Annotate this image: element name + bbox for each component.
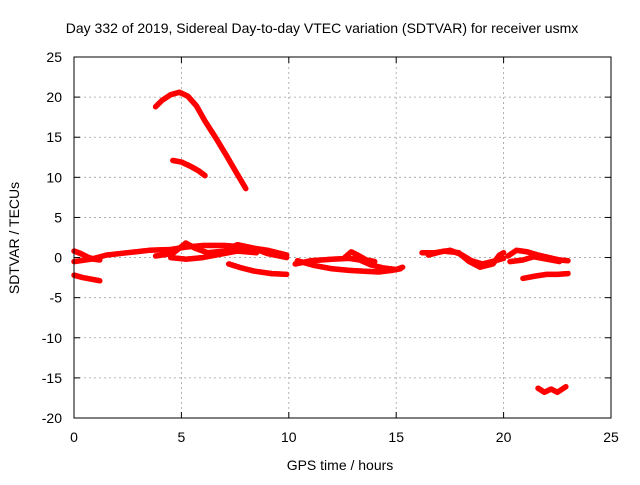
series-arc-mid-f-texture — [296, 258, 403, 273]
y-tick-label: 25 — [46, 49, 62, 65]
x-tick-label: 10 — [281, 429, 297, 445]
chart-title: Day 332 of 2019, Sidereal Day-to-day VTE… — [66, 20, 579, 36]
plot-frame — [73, 56, 612, 419]
x-axis-label: GPS time / hours — [287, 457, 394, 473]
series-arc-late-d-texture — [509, 254, 562, 262]
y-tick-label: 5 — [54, 209, 62, 225]
data-layer — [71, 89, 571, 396]
x-tick-label: 0 — [70, 429, 78, 445]
y-tick-label: 10 — [46, 169, 62, 185]
y-tick-label: -5 — [50, 290, 63, 306]
x-tick-label: 20 — [496, 429, 512, 445]
y-tick-label: -15 — [42, 370, 62, 386]
y-tick-label: 15 — [46, 129, 62, 145]
series-arc-late-e-texture — [522, 270, 571, 279]
series-arc-mid-d-texture — [227, 261, 290, 275]
y-tick-label: 0 — [54, 250, 62, 266]
series-arc-late-b-texture — [427, 248, 506, 268]
y-tick-label: -20 — [42, 410, 62, 426]
series-arc-high-peak-texture — [154, 89, 249, 189]
series-arc-late-c-texture — [507, 247, 571, 262]
series-arc-mid-g-texture — [343, 249, 378, 262]
x-tick-label: 5 — [178, 429, 186, 445]
series-arc-low-right-texture — [537, 384, 569, 393]
series-arc-start-b-texture — [73, 272, 103, 282]
y-axis-label: SDTVAR / TECUs — [6, 182, 22, 294]
series-arc-high-short-texture — [172, 157, 208, 176]
axis-layer: 0 5 10 15 20 25 -20 -15 -10 -5 0 5 10 15 20 25 — [42, 49, 619, 445]
y-tick-label: 20 — [46, 89, 62, 105]
grid-layer — [74, 57, 611, 418]
series-arc-mid-c-texture — [169, 248, 259, 260]
y-tick-label: -10 — [42, 330, 62, 346]
x-tick-label: 15 — [388, 429, 404, 445]
series-arc-mid-b-texture — [154, 240, 290, 258]
x-tick-label: 25 — [603, 429, 619, 445]
